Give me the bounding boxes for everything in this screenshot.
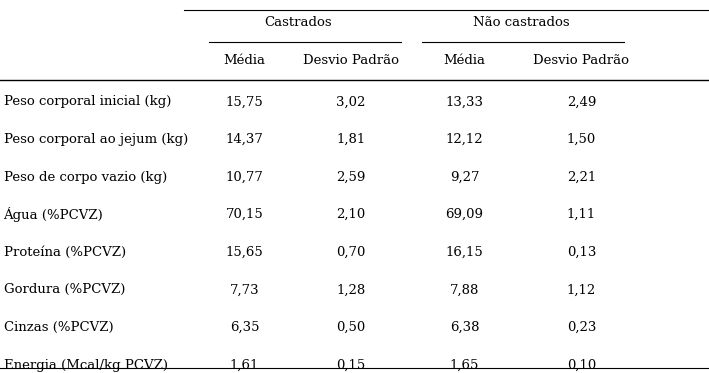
Text: 2,10: 2,10 — [336, 208, 366, 221]
Text: 1,50: 1,50 — [566, 133, 596, 146]
Text: Desvio Padrão: Desvio Padrão — [303, 53, 399, 66]
Text: Água (%PCVZ): Água (%PCVZ) — [4, 207, 104, 222]
Text: 14,37: 14,37 — [225, 133, 264, 146]
Text: Média: Média — [223, 53, 266, 66]
Text: 1,28: 1,28 — [336, 283, 366, 297]
Text: 2,49: 2,49 — [566, 95, 596, 109]
Text: Peso de corpo vazio (kg): Peso de corpo vazio (kg) — [4, 170, 167, 184]
Text: 13,33: 13,33 — [445, 95, 484, 109]
Text: 0,50: 0,50 — [336, 321, 366, 334]
Text: 1,65: 1,65 — [450, 358, 479, 372]
Text: Castrados: Castrados — [264, 16, 332, 28]
Text: 15,65: 15,65 — [225, 246, 264, 259]
Text: 15,75: 15,75 — [225, 95, 264, 109]
Text: Energia (Mcal/kg PCVZ): Energia (Mcal/kg PCVZ) — [4, 358, 167, 372]
Text: 1,11: 1,11 — [566, 208, 596, 221]
Text: 0,23: 0,23 — [566, 321, 596, 334]
Text: 3,02: 3,02 — [336, 95, 366, 109]
Text: 10,77: 10,77 — [225, 170, 264, 184]
Text: 0,13: 0,13 — [566, 246, 596, 259]
Text: 1,12: 1,12 — [566, 283, 596, 297]
Text: 6,35: 6,35 — [230, 321, 259, 334]
Text: 12,12: 12,12 — [445, 133, 484, 146]
Text: Não castrados: Não castrados — [473, 16, 569, 28]
Text: Peso corporal inicial (kg): Peso corporal inicial (kg) — [4, 95, 171, 109]
Text: 0,10: 0,10 — [566, 358, 596, 372]
Text: 7,73: 7,73 — [230, 283, 259, 297]
Text: Desvio Padrão: Desvio Padrão — [533, 53, 630, 66]
Text: 16,15: 16,15 — [445, 246, 484, 259]
Text: 2,21: 2,21 — [566, 170, 596, 184]
Text: 1,81: 1,81 — [336, 133, 366, 146]
Text: 69,09: 69,09 — [445, 208, 484, 221]
Text: Peso corporal ao jejum (kg): Peso corporal ao jejum (kg) — [4, 133, 188, 146]
Text: Gordura (%PCVZ): Gordura (%PCVZ) — [4, 283, 125, 297]
Text: 0,70: 0,70 — [336, 246, 366, 259]
Text: 2,59: 2,59 — [336, 170, 366, 184]
Text: 9,27: 9,27 — [450, 170, 479, 184]
Text: 6,38: 6,38 — [450, 321, 479, 334]
Text: Média: Média — [443, 53, 486, 66]
Text: 7,88: 7,88 — [450, 283, 479, 297]
Text: 1,61: 1,61 — [230, 358, 259, 372]
Text: Proteína (%PCVZ): Proteína (%PCVZ) — [4, 246, 125, 259]
Text: 0,15: 0,15 — [336, 358, 366, 372]
Text: Cinzas (%PCVZ): Cinzas (%PCVZ) — [4, 321, 113, 334]
Text: 70,15: 70,15 — [225, 208, 264, 221]
